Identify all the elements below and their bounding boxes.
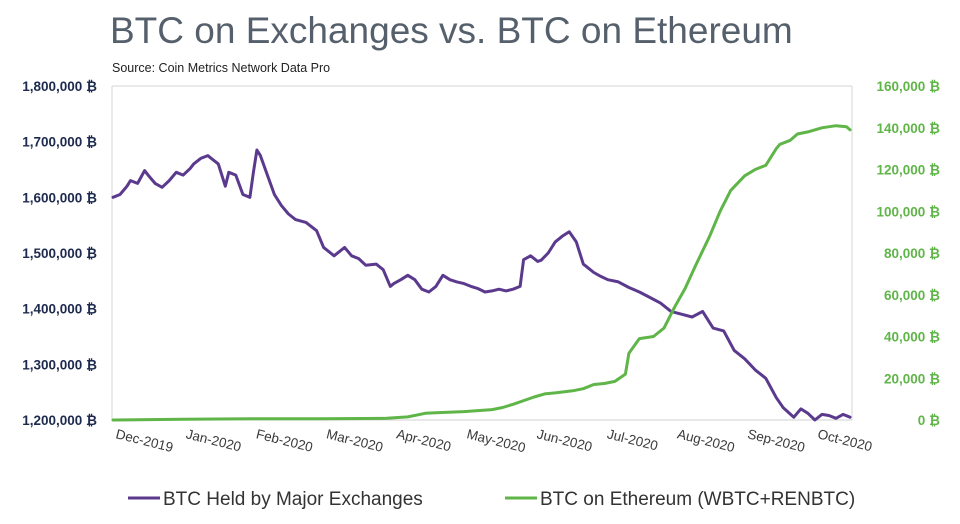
left-y-tick-label: 1,700,000 ₿ xyxy=(22,135,97,150)
x-tick-label: Sep-2020 xyxy=(746,426,806,455)
legend-label: BTC on Ethereum (WBTC+RENBTC) xyxy=(540,489,855,510)
x-tick-label: Aug-2020 xyxy=(676,426,736,455)
left-y-tick-label: 1,300,000 ₿ xyxy=(22,357,97,372)
right-y-tick-label: 160,000 ₿ xyxy=(876,79,940,94)
left-y-tick-label: 1,800,000 ₿ xyxy=(22,79,97,94)
x-tick-label: Mar-2020 xyxy=(325,426,385,455)
x-tick-label: Jul-2020 xyxy=(606,426,660,453)
right-y-tick-label: 140,000 ₿ xyxy=(876,121,940,136)
x-tick-label: Jun-2020 xyxy=(535,426,593,454)
right-y-tick-label: 20,000 ₿ xyxy=(884,371,940,386)
chart-title: BTC on Exchanges vs. BTC on Ethereum xyxy=(110,10,793,51)
right-y-tick-label: 60,000 ₿ xyxy=(884,288,940,303)
left-y-tick-label: 1,200,000 ₿ xyxy=(22,413,97,428)
left-y-tick-label: 1,400,000 ₿ xyxy=(22,302,97,317)
right-y-tick-label: 0 ₿ xyxy=(918,413,940,428)
right-y-tick-label: 80,000 ₿ xyxy=(884,246,940,261)
legend-label: BTC Held by Major Exchanges xyxy=(163,489,423,510)
x-tick-label: Dec-2019 xyxy=(114,426,174,455)
right-y-tick-label: 100,000 ₿ xyxy=(876,204,940,219)
left-y-tick-label: 1,500,000 ₿ xyxy=(22,246,97,261)
x-tick-label: Oct-2020 xyxy=(816,426,874,454)
right-y-tick-label: 40,000 ₿ xyxy=(884,330,940,345)
x-tick-label: Apr-2020 xyxy=(395,426,453,454)
x-tick-label: Jan-2020 xyxy=(184,426,242,454)
chart-subtitle: Source: Coin Metrics Network Data Pro xyxy=(112,61,331,75)
series-line-btc-on-exchanges xyxy=(111,148,852,422)
right-y-tick-label: 120,000 ₿ xyxy=(876,163,940,178)
series-line-btc-on-ethereum xyxy=(111,124,852,422)
x-tick-label: Feb-2020 xyxy=(255,426,315,455)
left-y-tick-label: 1,600,000 ₿ xyxy=(22,190,97,205)
x-tick-label: May-2020 xyxy=(465,426,527,455)
